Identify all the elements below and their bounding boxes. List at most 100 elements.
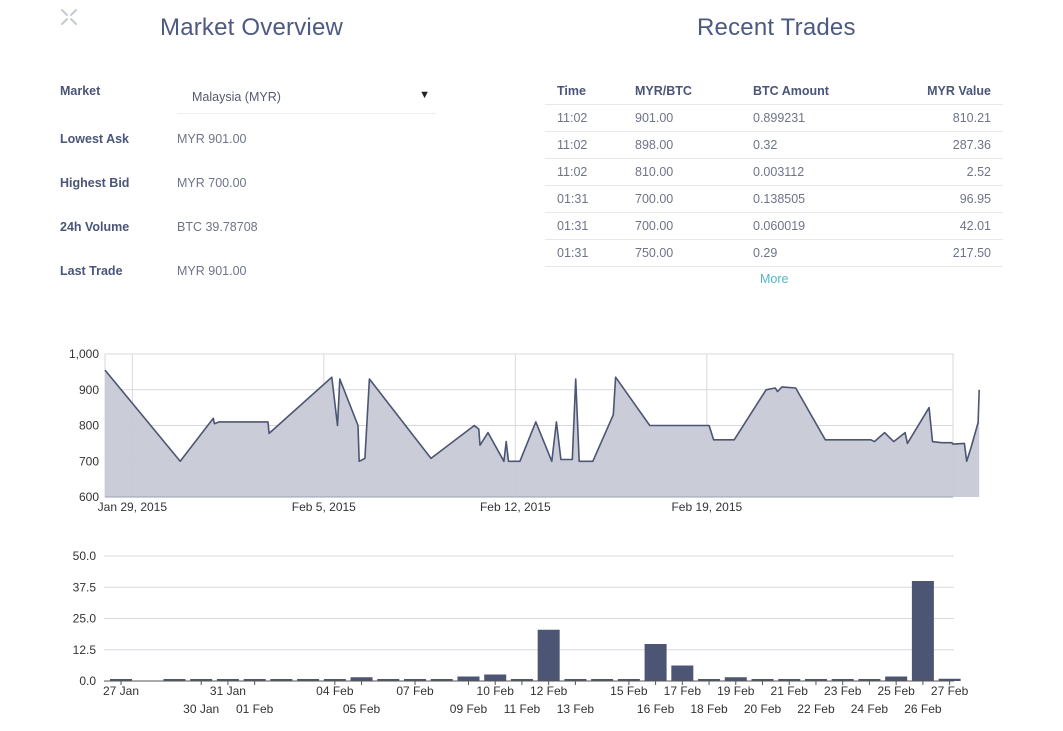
volume-bar [404,679,427,681]
x-tick-label: 18 Feb [690,702,728,716]
table-row: 01:31 700.00 0.138505 96.95 [545,185,1003,213]
trade-price: 750.00 [635,239,753,267]
trade-amount: 0.003112 [753,158,903,186]
trade-price: 898.00 [635,131,753,159]
volume-bar [430,679,453,681]
trade-value: 42.01 [903,212,1003,240]
x-tick-label: 21 Feb [771,684,809,698]
volume-bar [243,679,266,681]
x-tick-label: 07 Feb [396,684,434,698]
volume-bar [698,679,721,681]
x-tick-label: 05 Feb [343,702,381,716]
trade-value: 287.36 [903,131,1003,159]
volume-bar [297,679,320,681]
table-row: 11:02 901.00 0.899231 810.21 [545,104,1003,132]
trade-time: 11:02 [545,104,635,132]
volume-label: 24h Volume [60,220,130,234]
volume-bar [804,679,827,681]
x-tick-label: 19 Feb [717,684,755,698]
trade-amount: 0.29 [753,239,903,267]
highest-bid-value: MYR 700.00 [177,176,247,190]
trade-amount: 0.899231 [753,104,903,132]
volume-bar [564,679,587,681]
y-tick-label: 900 [79,383,99,397]
close-icon[interactable] [60,8,78,26]
x-tick-label: 17 Feb [664,684,702,698]
table-row: 11:02 810.00 0.003112 2.52 [545,158,1003,186]
trade-amount: 0.138505 [753,185,903,213]
recent-trades-table: Time MYR/BTC BTC Amount MYR Value 11:02 … [545,78,1003,267]
y-tick-label: 700 [79,454,99,468]
y-tick-label: 800 [79,419,99,433]
volume-chart: 50.0 37.5 25.0 12.5 0.0 27 Jan 30 Jan 31 Jan 01 … [73,549,969,716]
x-tick-label: 20 Feb [744,702,782,716]
volume-bar [938,678,961,681]
volume-bar [724,677,747,681]
x-tick-label: 16 Feb [637,702,675,716]
y-tick-label: 12.5 [73,643,97,657]
trade-amount: 0.060019 [753,212,903,240]
trade-time: 01:31 [545,185,635,213]
volume-bar [858,679,881,681]
x-tick-label: 31 Jan [210,684,246,698]
x-tick-label: Feb 5, 2015 [292,500,356,514]
trade-time: 01:31 [545,212,635,240]
trade-value: 2.52 [903,158,1003,186]
volume-bar [484,674,507,681]
volume-value: BTC 39.78708 [177,220,258,234]
column-header-amount: BTC Amount [753,78,903,105]
x-tick-label: 04 Feb [316,684,354,698]
x-tick-label: 22 Feb [797,702,835,716]
x-tick-label: 24 Feb [851,702,889,716]
trade-time: 11:02 [545,131,635,159]
table-row: 01:31 700.00 0.060019 42.01 [545,212,1003,240]
market-select[interactable]: Malaysia (MYR) ▼ [177,82,436,114]
volume-bar [510,679,533,681]
x-tick-label: 10 Feb [477,684,515,698]
price-line [104,369,980,463]
volume-bar [644,644,667,681]
column-header-value: MYR Value [903,78,1003,105]
volume-bar [323,679,346,681]
trade-time: 11:02 [545,158,635,186]
x-tick-label: 15 Feb [610,684,648,698]
x-tick-label: 26 Feb [904,702,942,716]
last-trade-label: Last Trade [60,264,123,278]
y-tick-label: 600 [79,490,99,504]
volume-bar [216,679,239,681]
volume-bar [617,679,640,681]
trade-amount: 0.32 [753,131,903,159]
trade-value: 810.21 [903,104,1003,132]
x-tick-label: 27 Feb [931,684,969,698]
x-tick-label: 09 Feb [450,702,488,716]
trade-value: 96.95 [903,185,1003,213]
more-trades-link[interactable]: More [760,272,789,286]
x-tick-label: Jan 29, 2015 [98,500,168,514]
market-overview-title: Market Overview [160,14,344,41]
x-tick-label: Feb 12, 2015 [480,500,551,514]
table-header-row: Time MYR/BTC BTC Amount MYR Value [545,78,1003,105]
x-tick-label: 12 Feb [530,684,568,698]
volume-bar [537,629,560,681]
lowest-ask-label: Lowest Ask [60,132,130,146]
y-tick-label: 1,000 [69,347,99,361]
highest-bid-label: Highest Bid [60,176,130,190]
volume-bar [671,665,694,681]
volume-bar [911,581,934,681]
chevron-down-icon: ▼ [419,89,430,101]
x-tick-label: 30 Jan [183,702,219,716]
y-tick-label: 0.0 [79,674,96,688]
trade-price: 700.00 [635,185,753,213]
x-tick-label: 23 Feb [824,684,862,698]
volume-bar [778,679,801,681]
trade-price: 810.00 [635,158,753,186]
y-tick-label: 37.5 [73,580,97,594]
volume-bar [350,677,373,681]
lowest-ask-value: MYR 901.00 [177,132,247,146]
column-header-price: MYR/BTC [635,78,753,105]
column-header-time: Time [545,78,635,105]
trade-price: 901.00 [635,104,753,132]
trade-value: 217.50 [903,239,1003,267]
table-row: 01:31 750.00 0.29 217.50 [545,239,1003,267]
